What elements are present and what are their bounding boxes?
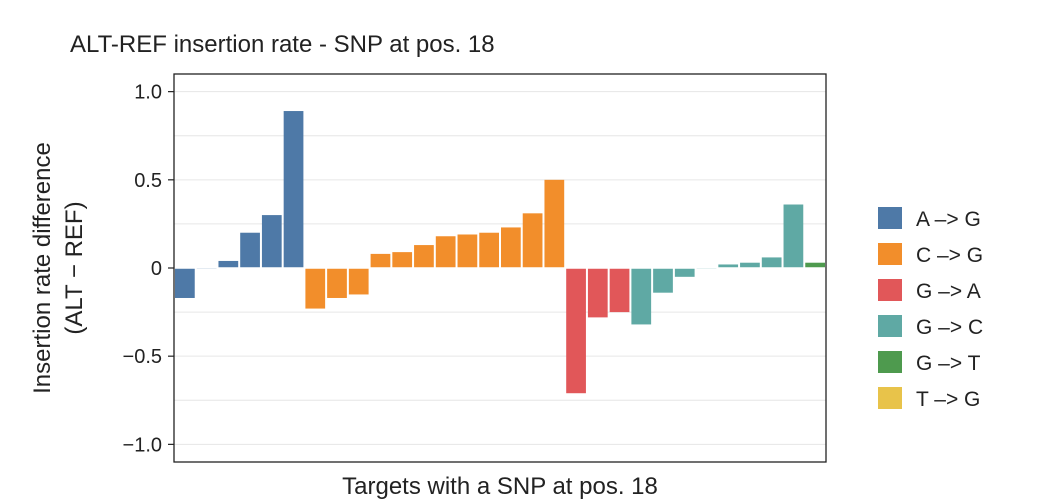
- legend-label: C –> G: [916, 244, 983, 267]
- bar: [261, 215, 282, 268]
- bar: [457, 234, 478, 268]
- bar: [566, 268, 586, 394]
- y-tick-label: 0: [151, 258, 162, 280]
- bar: [348, 268, 369, 295]
- bar: [305, 268, 326, 309]
- bar: [479, 232, 499, 268]
- bar: [283, 111, 304, 268]
- y-tick-label: −0.5: [123, 346, 162, 368]
- bar: [414, 245, 434, 268]
- bar: [609, 268, 630, 313]
- legend-swatch: [878, 315, 902, 337]
- bar: [435, 236, 456, 268]
- legend-label: G –> C: [916, 316, 983, 339]
- bar: [718, 264, 739, 268]
- bar: [392, 252, 413, 268]
- y-axis-label-line-1: Insertion rate difference: [29, 142, 56, 394]
- bar: [674, 268, 695, 277]
- bar: [175, 268, 195, 298]
- bar: [761, 257, 782, 268]
- legend-swatch: [878, 207, 902, 229]
- bar: [544, 179, 565, 268]
- legend-label: G –> T: [916, 352, 981, 375]
- bar: [501, 227, 521, 268]
- legend-label: T –> G: [916, 388, 980, 411]
- bar: [522, 213, 543, 268]
- bar: [218, 260, 239, 268]
- bar: [587, 268, 608, 318]
- y-tick-label: 0.5: [134, 170, 162, 192]
- bar: [653, 268, 673, 293]
- bar: [783, 204, 804, 268]
- y-axis-label-line-2: (ALT − REF): [61, 201, 88, 334]
- legend: A –> G C –> G G –> A G –> C G –> T T –> G: [878, 207, 983, 411]
- bar: [240, 232, 260, 268]
- x-axis-label: Targets with a SNP at pos. 18: [342, 473, 658, 500]
- y-tick-label: 1.0: [134, 82, 162, 104]
- bar: [327, 268, 347, 298]
- legend-swatch: [878, 387, 902, 409]
- legend-swatch: [878, 351, 902, 373]
- y-axis-label: Insertion rate difference (ALT − REF): [29, 142, 88, 394]
- y-tick-label: −1.0: [123, 434, 162, 456]
- bar: [631, 268, 652, 325]
- legend-label: G –> A: [916, 280, 981, 303]
- bars: [175, 111, 825, 394]
- legend-swatch: [878, 243, 902, 265]
- bar: [370, 253, 391, 268]
- bar: [805, 262, 825, 268]
- plot-frame: [173, 73, 827, 463]
- legend-swatch: [878, 279, 902, 301]
- y-axis: 1.0 0.5 0 −0.5 −1.0: [123, 82, 174, 456]
- bar: [740, 262, 760, 268]
- chart-title: ALT-REF insertion rate - SNP at pos. 18: [70, 31, 495, 58]
- legend-label: A –> G: [916, 208, 981, 231]
